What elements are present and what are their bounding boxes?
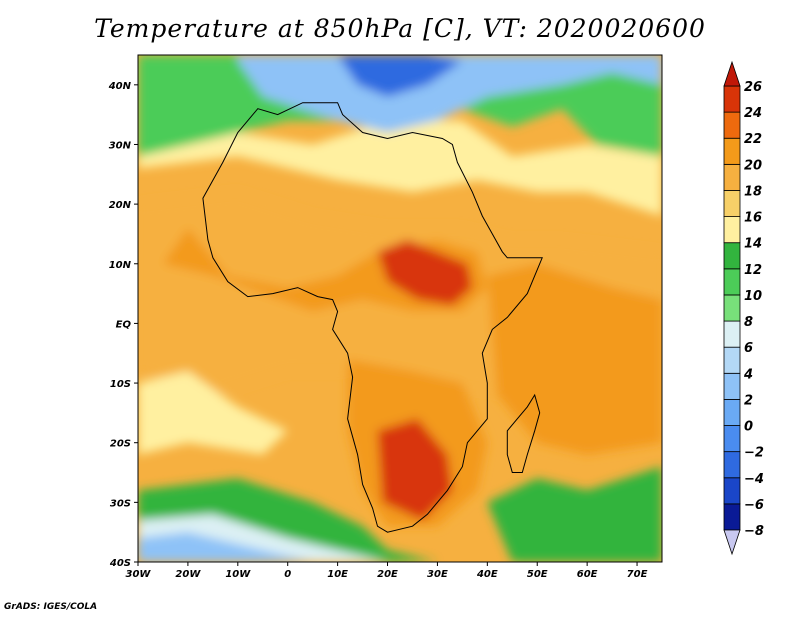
lon-tick-label: 30W (126, 569, 152, 580)
longitude-axis: 30W 20W 10W 0 10E 20E 30E 40E 50E 60E 70E (126, 562, 648, 580)
lat-tick-label: EQ (116, 319, 132, 330)
colorbar-box (723, 294, 741, 322)
field-southern-africa-hot (377, 418, 453, 521)
lat-tick-label: 40N (108, 81, 132, 92)
lon-tick-label: 50E (527, 569, 548, 580)
colorbar-box (723, 425, 741, 453)
colorbar-box (723, 503, 741, 531)
coastlines (202, 102, 543, 533)
colorbar-under-arrow (723, 529, 741, 556)
colorbar-label: −2 (744, 446, 764, 461)
lon-tick-label: 10W (225, 569, 251, 580)
colorbar-label: 14 (744, 237, 762, 252)
lat-tick-label: 10N (109, 260, 132, 271)
map-panel: 30W 20W 10W 0 10E 20E 30E 40E 50E 60E 70E 40N 30N 20… (108, 54, 663, 580)
colorbar-box (723, 111, 741, 139)
colorbar-box (723, 137, 741, 165)
lat-tick-label: 40S (109, 558, 131, 569)
colorbar-label: 10 (744, 289, 762, 304)
colorbar-label: 12 (744, 263, 762, 278)
credit-label: GrADS: IGES/COLA (4, 602, 98, 612)
lon-tick-label: 60E (577, 569, 598, 580)
lat-tick-label: 10S (110, 379, 131, 390)
field-atlantic-southwest-colder (138, 532, 313, 562)
colorbar-over-arrow (723, 60, 741, 87)
colorbar-label: 4 (743, 367, 753, 382)
lat-tick-label: 30N (109, 140, 132, 151)
lon-tick-label: 70E (627, 569, 648, 580)
colorbar-box (723, 190, 741, 217)
lon-tick-label: 40E (476, 569, 498, 580)
temperature-field (138, 55, 662, 562)
colorbar-box (723, 268, 741, 296)
colorbar-label: 26 (744, 80, 762, 95)
africa-coastline (202, 102, 543, 533)
colorbar-box (723, 399, 741, 426)
lat-tick-label: 20S (110, 439, 131, 450)
lon-tick-label: 20E (377, 569, 398, 580)
colorbar-box (723, 85, 741, 113)
colorbar-box (723, 216, 741, 244)
field-mediterranean-cold (237, 55, 662, 133)
lon-tick-label: 0 (284, 569, 291, 580)
colorbar-label: 22 (744, 132, 762, 147)
lon-tick-label: 10E (327, 569, 348, 580)
field-indian-south-cool (487, 466, 662, 562)
colorbar-label: 6 (744, 341, 753, 356)
colorbar-label: −8 (744, 524, 764, 539)
madagascar-coastline (506, 393, 541, 473)
field-central-africa-hot (377, 239, 473, 306)
colorbar-label: 24 (744, 106, 762, 121)
colorbar-label: 8 (744, 315, 753, 330)
colorbar-label: −6 (744, 498, 764, 513)
lon-tick-label: 20W (175, 569, 201, 580)
colorbar-label: −4 (744, 472, 764, 487)
colorbar-label: 2 (744, 393, 753, 408)
colorbar-label: 16 (744, 211, 762, 226)
colorbar-box (723, 320, 741, 348)
field-mediterranean-core (337, 55, 463, 97)
map-frame (137, 54, 663, 563)
field-east-ocean-warm (487, 263, 662, 455)
colorbar-box (723, 451, 741, 479)
colorbar-box (723, 346, 741, 374)
plot-title: Temperature at 850hPa [C], VT: 202002060… (94, 14, 706, 43)
lat-tick-label: 30S (110, 498, 131, 509)
colorbar-label: 18 (744, 184, 762, 199)
field-sahara-band (138, 120, 662, 216)
colorbar-label: 20 (744, 158, 762, 173)
temperature-map-figure: 30W 20W 10W 0 10E 20E 30E 40E 50E 60E 70E 40N30N20… (108, 54, 764, 580)
colorbar-box (723, 163, 741, 191)
field-atlantic-west-cool (138, 371, 288, 455)
colorbar-label: 0 (744, 420, 753, 435)
latitude-axis: 40N 30N 20N 10N EQ 10S 20S 30S 40S (108, 81, 138, 569)
colorbar-box (723, 372, 741, 400)
colorbar-box (723, 242, 741, 270)
colorbar-box (723, 477, 741, 505)
lat-tick-label: 20N (109, 200, 132, 211)
lon-tick-label: 30E (427, 569, 448, 580)
